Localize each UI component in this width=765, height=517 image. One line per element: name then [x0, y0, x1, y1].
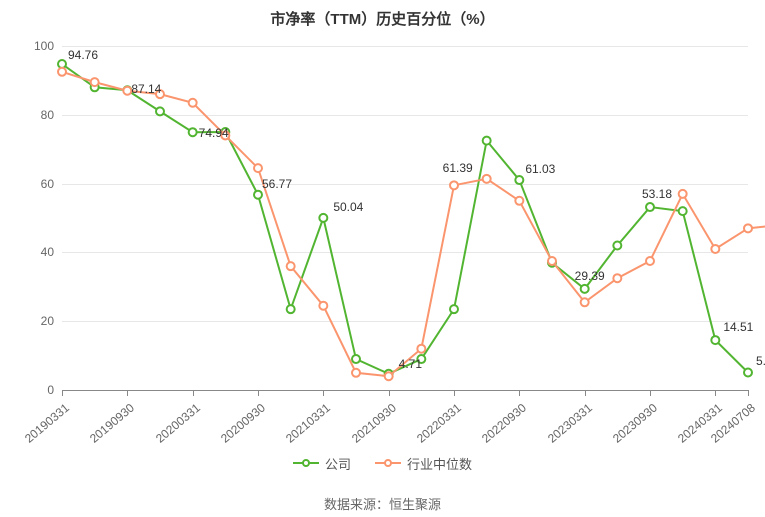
plot-area [0, 0, 765, 517]
data-source: 数据来源：恒生聚源 [0, 494, 765, 513]
series-line-industry_median [62, 72, 765, 376]
series-marker-industry_median [287, 262, 295, 270]
series-marker-industry_median [123, 87, 131, 95]
legend-label: 行业中位数 [407, 454, 472, 473]
legend-swatch [293, 462, 319, 464]
series-marker-company [679, 207, 687, 215]
series-marker-industry_median [417, 345, 425, 353]
source-prefix: 数据来源： [324, 497, 389, 512]
series-marker-company [711, 336, 719, 344]
series-marker-industry_median [515, 197, 523, 205]
legend-swatch [375, 462, 401, 464]
source-value: 恒生聚源 [389, 497, 441, 512]
legend-item-industry_median[interactable]: 行业中位数 [375, 454, 472, 473]
series-marker-industry_median [58, 68, 66, 76]
series-marker-industry_median [91, 78, 99, 86]
point-label: 29.39 [575, 269, 605, 283]
legend-marker [302, 459, 310, 467]
point-label: 14.51 [723, 320, 753, 334]
point-label: 56.77 [262, 177, 292, 191]
series-marker-company [254, 191, 262, 199]
series-marker-industry_median [613, 274, 621, 282]
series-marker-company [613, 242, 621, 250]
point-label: 61.39 [443, 161, 473, 175]
series-marker-industry_median [319, 302, 327, 310]
series-marker-industry_median [254, 164, 262, 172]
point-label: 87.14 [131, 82, 161, 96]
legend: 公司 行业中位数 [0, 452, 765, 473]
series-marker-industry_median [711, 245, 719, 253]
point-label: 74.94 [199, 126, 229, 140]
point-label: 4.71 [399, 357, 422, 371]
series-marker-company [646, 203, 654, 211]
series-marker-company [319, 214, 327, 222]
series-marker-company [287, 305, 295, 313]
series-marker-industry_median [352, 369, 360, 377]
series-marker-industry_median [646, 257, 654, 265]
series-marker-company [581, 285, 589, 293]
series-marker-industry_median [189, 99, 197, 107]
series-marker-company [515, 176, 523, 184]
legend-item-company[interactable]: 公司 [293, 454, 351, 473]
point-label: 61.03 [525, 162, 555, 176]
series-marker-industry_median [744, 224, 752, 232]
series-marker-industry_median [483, 175, 491, 183]
point-label: 50.04 [333, 200, 363, 214]
series-marker-company [352, 355, 360, 363]
series-marker-industry_median [548, 257, 556, 265]
series-marker-company [483, 137, 491, 145]
legend-label: 公司 [325, 454, 351, 473]
series-marker-industry_median [679, 190, 687, 198]
point-label: 5.09 [756, 354, 765, 368]
series-marker-company [189, 128, 197, 136]
point-label: 94.76 [68, 48, 98, 62]
series-marker-company [450, 305, 458, 313]
series-marker-company [744, 368, 752, 376]
series-marker-company [156, 107, 164, 115]
series-marker-industry_median [385, 372, 393, 380]
series-marker-industry_median [581, 298, 589, 306]
chart-container: 市净率（TTM）历史百分位（%） 020406080100 2019033120… [0, 0, 765, 517]
legend-marker [384, 459, 392, 467]
series-marker-industry_median [450, 181, 458, 189]
point-label: 53.18 [642, 187, 672, 201]
